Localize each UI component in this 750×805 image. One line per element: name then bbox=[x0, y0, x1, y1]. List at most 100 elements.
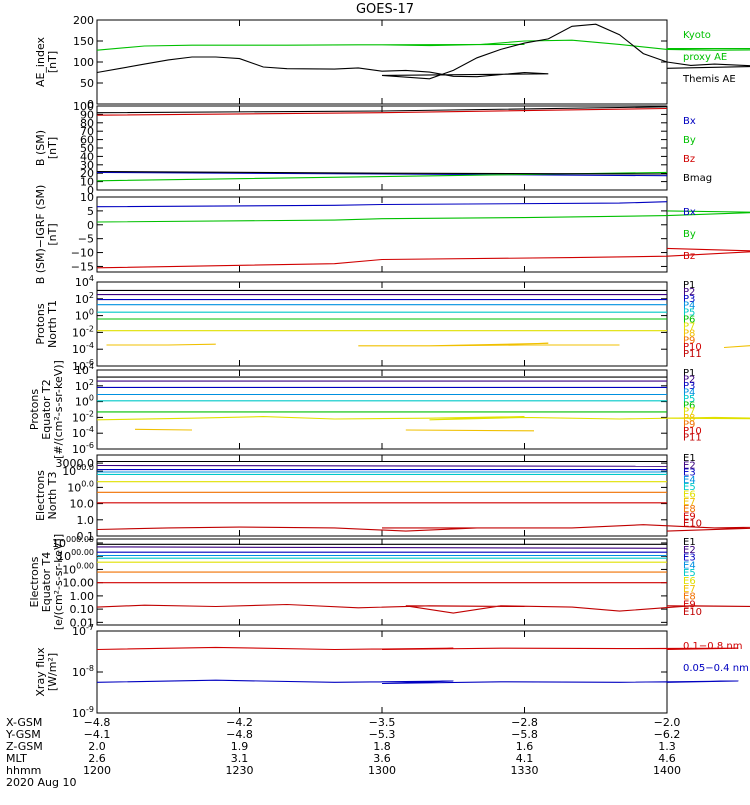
y-tick-label: 90 bbox=[80, 108, 94, 121]
series-line-p7 bbox=[96, 416, 750, 421]
plot-title: GOES-17 bbox=[356, 2, 414, 17]
ephemeris-value: 2.0 bbox=[88, 740, 106, 753]
legend-item: proxy AE bbox=[683, 52, 727, 63]
series-line-bz bbox=[96, 107, 668, 116]
ephemeris-value: 1.9 bbox=[231, 740, 249, 753]
series-line-bx bbox=[96, 171, 668, 177]
ephemeris-row-label: X-GSM bbox=[6, 716, 42, 729]
ephemeris-value: 3.6 bbox=[373, 752, 391, 765]
legend-item: E9 bbox=[683, 511, 696, 522]
series-line-p8b bbox=[405, 429, 535, 432]
ephemeris-value: −3.5 bbox=[369, 716, 396, 729]
ephemeris-row-label: hhmm bbox=[6, 764, 41, 777]
legend-item: P7 bbox=[683, 407, 695, 418]
y-tick-label: 100.0 bbox=[67, 479, 94, 494]
y-axis-label: AE_index bbox=[34, 36, 47, 87]
legend-item: E6 bbox=[683, 490, 696, 501]
ephemeris-table: X-GSM −4.8 −4.2 −3.5 −2.8 −2.0Y-GSM −4.1 −4.8 −5… bbox=[5, 716, 681, 789]
legend-item: Bx bbox=[683, 116, 696, 127]
ephemeris-value: 1.6 bbox=[516, 740, 534, 753]
y-tick-label: 10-4 bbox=[72, 425, 94, 440]
series-line-kyoto-proxy-ae bbox=[96, 39, 750, 51]
panel-frame bbox=[96, 369, 668, 450]
ephemeris-row-label: Y-GSM bbox=[5, 728, 41, 741]
legend-item: Bz bbox=[683, 251, 695, 262]
y-axis-label: Equator T2 bbox=[40, 379, 53, 439]
ephemeris-row-label: MLT bbox=[6, 752, 27, 765]
y-tick-label: −15 bbox=[71, 260, 94, 273]
ephemeris-row-label: Z-GSM bbox=[6, 740, 43, 753]
legend-item: P3 bbox=[683, 294, 695, 305]
ephemeris-value: −2.8 bbox=[511, 716, 538, 729]
y-tick-label: 10.00 bbox=[63, 577, 95, 590]
y-tick-label: 40 bbox=[80, 150, 94, 163]
legend-item: P6 bbox=[683, 315, 695, 326]
ephemeris-value: 1.8 bbox=[373, 740, 391, 753]
legend-item: E5 bbox=[683, 482, 696, 493]
legend-item: E10 bbox=[683, 519, 702, 530]
y-tick-label: 104 bbox=[75, 274, 94, 289]
series-line-bz bbox=[96, 247, 750, 269]
y-axis-label: North T3 bbox=[46, 472, 59, 520]
y-tick-label: 104 bbox=[75, 362, 94, 377]
legend-item: P1 bbox=[683, 368, 695, 379]
legend-item: Themis AE bbox=[682, 74, 736, 85]
y-tick-label: 0 bbox=[87, 219, 94, 232]
legend-item: E4 bbox=[683, 475, 696, 486]
y-tick-label: 0 bbox=[87, 98, 94, 111]
legend-item: P7 bbox=[683, 321, 695, 332]
ephemeris-value: 1400 bbox=[653, 764, 681, 777]
legend-item: P5 bbox=[683, 308, 695, 319]
legend-item: P5 bbox=[683, 394, 695, 405]
ephemeris-value: −5.8 bbox=[511, 728, 538, 741]
y-axis-label: North T1 bbox=[46, 300, 59, 348]
legend-item: P10 bbox=[683, 426, 702, 437]
y-axis-label: Protons bbox=[34, 303, 47, 344]
legend-item: 0.05−0.4 nm bbox=[683, 663, 749, 674]
y-tick-label: 10 bbox=[80, 176, 94, 189]
legend-item: By bbox=[683, 135, 696, 146]
y-tick-label: 1.0 bbox=[77, 514, 95, 527]
legend-item: E2 bbox=[683, 460, 696, 471]
y-tick-label: 102 bbox=[75, 291, 94, 306]
y-tick-label: 200 bbox=[73, 14, 94, 27]
ephemeris-value: −4.2 bbox=[226, 716, 253, 729]
y-tick-label: 80 bbox=[80, 117, 94, 130]
y-tick-label: 60 bbox=[80, 134, 94, 147]
legend-item: E3 bbox=[683, 553, 696, 564]
y-tick-label: 10-2 bbox=[72, 409, 94, 424]
y-axis-label: B (SM)−IGRF (SM) bbox=[34, 185, 47, 285]
y-tick-label: 0 bbox=[87, 184, 94, 197]
y-axis-label: Protons bbox=[28, 389, 41, 430]
series-line-bmag2 bbox=[96, 170, 668, 175]
series-line-p8a bbox=[106, 343, 216, 346]
series-line-e2 bbox=[96, 464, 668, 467]
legend-item: 0.1−0.8 nm bbox=[683, 641, 742, 652]
legend-item: E6 bbox=[683, 576, 696, 587]
y-tick-label: 100 bbox=[73, 100, 94, 113]
legend-item: E1 bbox=[683, 537, 696, 548]
y-axis-label: [e/(cm²-s-sr-keV)] bbox=[52, 534, 65, 630]
y-tick-label: 0.01 bbox=[70, 616, 95, 629]
ephemeris-value: −4.1 bbox=[84, 728, 111, 741]
legend-item: Kyoto bbox=[683, 30, 711, 41]
y-tick-label: 1.00 bbox=[70, 590, 95, 603]
legend-item: E8 bbox=[683, 592, 696, 603]
ephemeris-value: −2.0 bbox=[654, 716, 681, 729]
legend-item: E4 bbox=[683, 560, 696, 571]
legend-item: P4 bbox=[683, 387, 695, 398]
series-line-e9 bbox=[96, 603, 750, 614]
y-tick-label: 10-6 bbox=[72, 441, 94, 456]
legend-item: E5 bbox=[683, 568, 696, 579]
legend-item: E9 bbox=[683, 599, 696, 610]
y-axis-label: B (SM) bbox=[34, 130, 47, 166]
legend-item: By bbox=[683, 229, 696, 240]
panel-ae: 0 50 100 150 200 AE_index [nT] Kyoto proxy AE The… bbox=[34, 14, 750, 111]
series-line-p8c bbox=[723, 345, 750, 349]
y-tick-label: 0.1 bbox=[77, 530, 95, 543]
y-tick-label: 50 bbox=[80, 142, 94, 155]
y-tick-label: 3000.0 bbox=[56, 457, 95, 470]
